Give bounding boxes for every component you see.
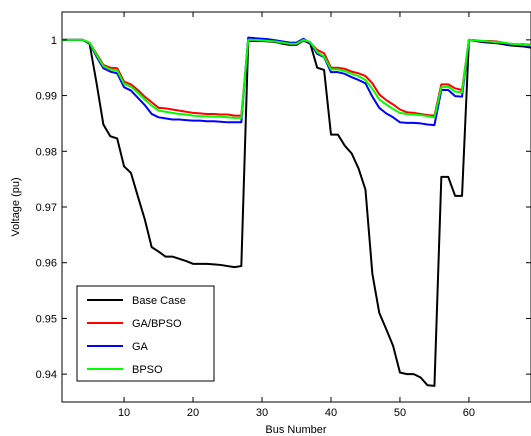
- x-tick-label: 30: [256, 407, 268, 419]
- legend-label-2: GA: [132, 341, 149, 353]
- legend: Base Case GA/BPSO GA BPSO: [76, 285, 215, 382]
- x-tick-label: 20: [187, 407, 199, 419]
- series-line-0: [62, 38, 531, 387]
- x-axis-label: Bus Number: [265, 424, 326, 436]
- series-line-3: [62, 38, 531, 119]
- y-tick-label: 0.97: [36, 202, 57, 214]
- legend-label-0: Base Case: [132, 295, 186, 307]
- y-tick-label: 0.94: [36, 369, 57, 381]
- axis-ticks: 10 20 30 40 50 60 0.94 0.95 0.96 0.97 0.98 0.99 1: [36, 12, 531, 419]
- legend-box: [76, 285, 215, 382]
- y-tick-label: 0.95: [36, 313, 57, 325]
- legend-label-1: GA/BPSO: [132, 318, 182, 330]
- y-axis-label: Voltage (pu): [10, 177, 22, 236]
- y-tick-label: 0.99: [36, 91, 57, 103]
- x-tick-label: 60: [463, 407, 475, 419]
- x-tick-label: 10: [118, 407, 130, 419]
- y-tick-label: 1: [51, 35, 57, 47]
- x-tick-label: 40: [325, 407, 337, 419]
- y-tick-label: 0.96: [36, 258, 57, 270]
- series-layer: [62, 36, 531, 387]
- y-tick-label: 0.98: [36, 146, 57, 158]
- x-tick-label: 50: [394, 407, 406, 419]
- legend-label-3: BPSO: [132, 364, 163, 376]
